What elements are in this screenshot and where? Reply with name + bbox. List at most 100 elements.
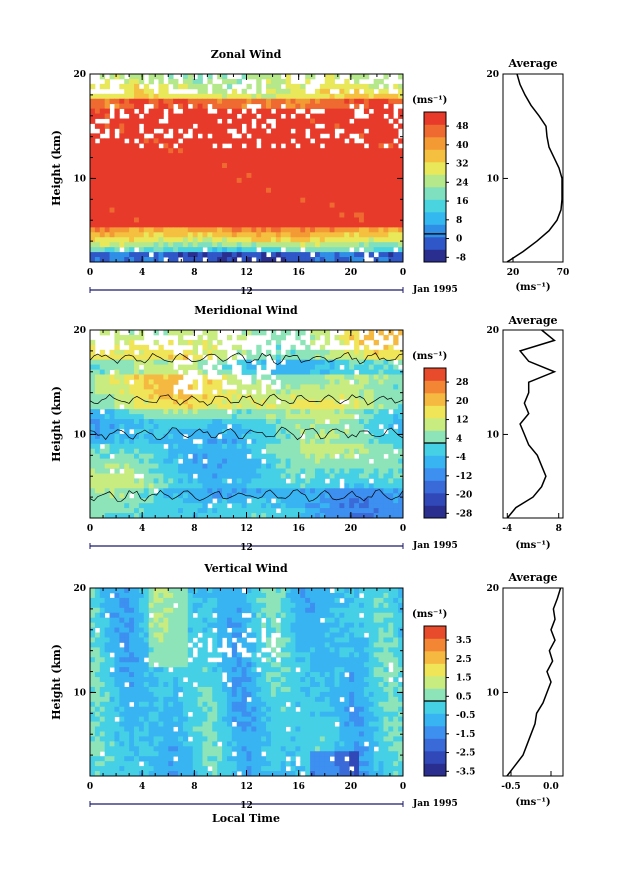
heat-cell <box>217 404 222 409</box>
heat-cell <box>105 454 110 459</box>
heat-cell <box>305 138 310 143</box>
heat-cell <box>291 345 296 350</box>
heat-cell <box>256 188 261 193</box>
heat-cell <box>339 459 344 464</box>
heat-cell <box>242 114 247 119</box>
heat-cell <box>286 414 291 419</box>
heat-cell <box>105 203 110 208</box>
heat-cell <box>100 94 105 99</box>
heat-cell <box>388 217 393 222</box>
colorbar-segment <box>424 175 446 188</box>
heat-cell <box>119 173 124 178</box>
heat-cell <box>227 449 232 454</box>
heat-cell <box>349 454 354 459</box>
heat-cell <box>158 345 163 350</box>
heat-cell <box>383 478 388 483</box>
heat-cell <box>383 193 388 198</box>
heat-cell <box>193 128 198 133</box>
heat-cell <box>344 217 349 222</box>
heat-cell <box>393 598 398 603</box>
heat-cell <box>349 444 354 449</box>
heat-cell <box>178 193 183 198</box>
heat-cell <box>276 444 281 449</box>
heat-cell <box>139 104 144 109</box>
heat-cell <box>388 449 393 454</box>
heat-cell <box>354 84 359 89</box>
heat-cell <box>134 598 139 603</box>
heat-cell <box>310 198 315 203</box>
heat-cell <box>114 217 119 222</box>
heat-cell <box>163 148 168 153</box>
heat-cell <box>124 444 129 449</box>
heat-cell <box>217 454 222 459</box>
heat-cell <box>261 232 266 237</box>
heat-cell <box>124 598 129 603</box>
heat-cell <box>339 360 344 365</box>
heat-cell <box>207 158 212 163</box>
heat-cell <box>222 424 227 429</box>
meridional-profile-title: Average <box>507 314 557 327</box>
heat-cell <box>105 213 110 218</box>
heat-cell <box>139 232 144 237</box>
heat-cell <box>374 163 379 168</box>
heat-cell <box>95 168 100 173</box>
heat-cell <box>281 222 286 227</box>
heat-cell <box>261 109 266 114</box>
heat-cell <box>305 345 310 350</box>
heat-cell <box>149 193 154 198</box>
heat-cell <box>222 593 227 598</box>
heat-cell <box>144 603 149 608</box>
heat-cell <box>276 158 281 163</box>
heat-cell <box>276 114 281 119</box>
heat-cell <box>232 469 237 474</box>
heat-cell <box>198 394 203 399</box>
heat-cell <box>232 439 237 444</box>
heat-cell <box>266 429 271 434</box>
heat-cell <box>266 74 271 79</box>
heat-cell <box>237 198 242 203</box>
heat-cell <box>90 345 95 350</box>
heat-cell <box>335 444 340 449</box>
heat-cell <box>388 434 393 439</box>
heat-cell <box>202 375 207 380</box>
heat-cell <box>149 618 154 623</box>
colorbar-tick-label: 24 <box>456 178 469 188</box>
heat-cell <box>256 222 261 227</box>
heat-cell <box>261 598 266 603</box>
heat-cell <box>325 89 330 94</box>
heat-cell <box>359 350 364 355</box>
heat-cell <box>330 454 335 459</box>
heat-cell <box>193 143 198 148</box>
heat-cell <box>310 459 315 464</box>
heat-cell <box>388 464 393 469</box>
heat-cell <box>227 365 232 370</box>
heat-cell <box>305 79 310 84</box>
heat-cell <box>134 384 139 389</box>
heat-cell <box>305 99 310 104</box>
heat-cell <box>212 168 217 173</box>
heat-cell <box>383 345 388 350</box>
heat-cell <box>173 588 178 593</box>
heat-cell <box>349 183 354 188</box>
heat-cell <box>95 379 100 384</box>
heat-cell <box>212 409 217 414</box>
heat-cell <box>281 208 286 213</box>
heat-cell <box>256 198 261 203</box>
colorbar-segment <box>424 493 446 506</box>
heat-cell <box>310 247 315 252</box>
heat-cell <box>364 459 369 464</box>
heat-cell <box>183 449 188 454</box>
heat-cell <box>193 119 198 124</box>
heat-cell <box>330 350 335 355</box>
heat-cell <box>281 419 286 424</box>
heat-cell <box>344 439 349 444</box>
heat-cell <box>364 213 369 218</box>
heat-cell <box>295 173 300 178</box>
heat-cell <box>114 345 119 350</box>
heat-cell <box>183 365 188 370</box>
heat-cell <box>271 370 276 375</box>
heat-cell <box>129 419 134 424</box>
heat-cell <box>95 242 100 247</box>
heat-cell <box>149 148 154 153</box>
heat-cell <box>325 123 330 128</box>
